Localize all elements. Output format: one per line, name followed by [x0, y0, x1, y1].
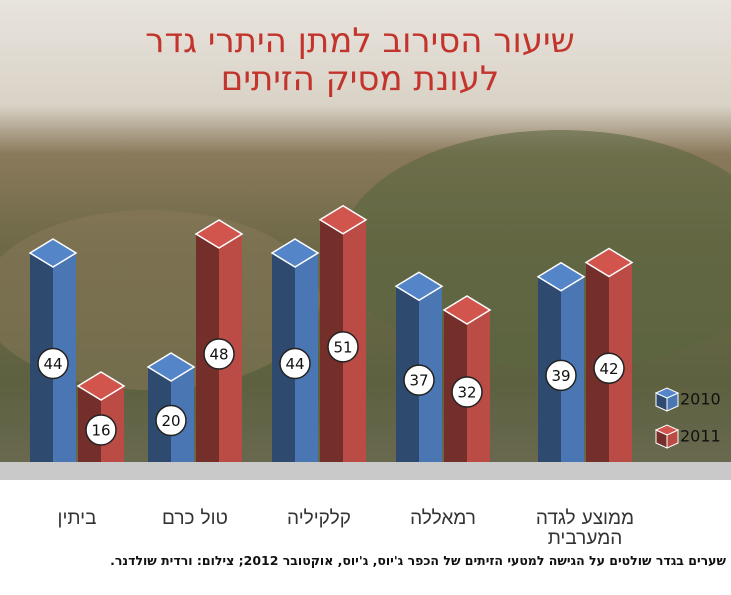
floor	[0, 462, 731, 480]
legend-label: 2010	[680, 390, 721, 409]
value-label: 20	[161, 412, 180, 430]
x-tick-label: ממוצע לגדה המערבית	[520, 508, 650, 548]
legend-icon	[656, 388, 678, 411]
caption: שערים בגדר שולטים על הגישה למטעי הזיתים …	[4, 552, 726, 569]
value-label: 37	[409, 372, 428, 390]
chart-title: שיעור הסירוב למתן היתרי גדר לעונת מסיק ה…	[60, 22, 660, 98]
x-tick-label: קלקיליה	[254, 508, 384, 528]
legend-label: 2011	[680, 427, 721, 446]
value-label: 39	[551, 367, 570, 385]
value-label: 48	[209, 346, 228, 364]
value-label: 51	[333, 338, 352, 356]
title-line: שיעור הסירוב למתן היתרי גדר	[60, 22, 660, 60]
value-label: 32	[457, 384, 476, 402]
value-label: 44	[285, 355, 304, 373]
title-line: לעונת מסיק הזיתים	[60, 60, 660, 98]
value-label: 16	[91, 422, 110, 440]
x-tick-label: טול כרם	[130, 508, 260, 528]
page: {"chart_data": {"type": "bar", "title": …	[0, 0, 731, 595]
value-label: 44	[43, 355, 62, 373]
x-tick-label: רמאללה	[378, 508, 508, 528]
legend-icon	[656, 425, 678, 448]
value-label: 42	[599, 360, 618, 378]
x-tick-label: ביתין	[12, 508, 142, 528]
